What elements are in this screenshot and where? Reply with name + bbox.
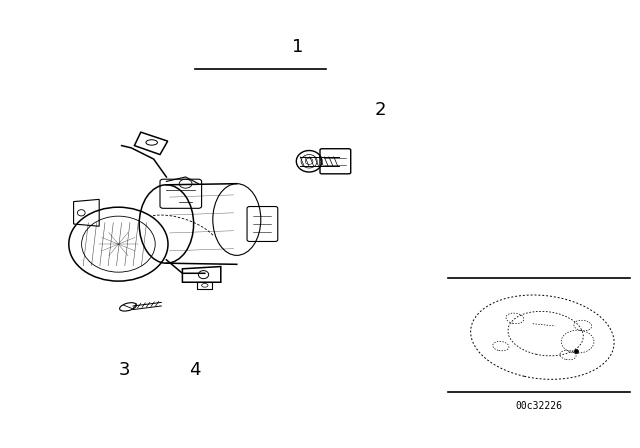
Text: 3: 3 <box>119 361 131 379</box>
Text: 4: 4 <box>189 361 201 379</box>
Text: 2: 2 <box>375 101 387 119</box>
Text: 1: 1 <box>292 38 303 56</box>
Text: 00c32226: 00c32226 <box>516 401 563 411</box>
